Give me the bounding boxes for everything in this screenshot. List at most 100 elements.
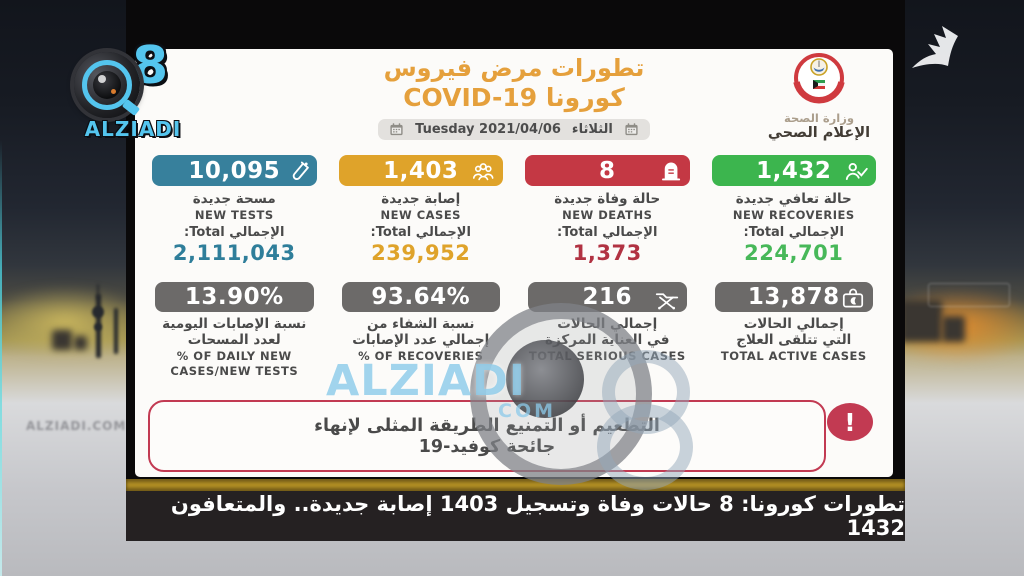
ministry-block: وزارة الصحة الإعلام الصحي: [753, 52, 885, 141]
date-english: Tuesday 2021/04/06: [415, 122, 561, 137]
building-blob-left-2: [74, 336, 87, 350]
stats-row-primary: 10,095 مسحة جديدة NEW TESTS الإجمالي Tot…: [141, 155, 887, 265]
stat-value: 1,403: [383, 157, 459, 184]
stat-pill: 13.90%: [155, 282, 314, 312]
bird-logo-icon: [912, 26, 958, 68]
channel-logo: 8 ALZIADI: [74, 36, 192, 144]
advisory-line1: التطعيم أو التمنيع الطريقة المثلى لإنهاء: [314, 415, 660, 436]
stat-value: 216: [582, 284, 632, 310]
stat-label-en: % OF DAILY NEW: [176, 349, 292, 363]
stat-value: 10,095: [188, 157, 281, 184]
calendar-icon: [390, 123, 403, 136]
tower-bulb-small: [94, 323, 102, 331]
stat-total-label: الإجمالي Total:: [557, 225, 658, 240]
stat-new-recoveries: 1,432 حالة تعافي جديدة NEW RECOVERIES ال…: [701, 155, 888, 265]
title-line2: كورونا COVID-19: [403, 83, 625, 112]
stat-serious-cases: 216 إجمالي الحالات في العناية المركزة TO…: [514, 282, 701, 378]
stat-total-value: 2,111,043: [172, 241, 296, 265]
stat-label-ar: إجمالي الحالات: [743, 316, 844, 332]
stat-label-en: TOTAL SERIOUS CASES: [528, 349, 686, 363]
stats-row-secondary: 13.90% نسبة الإصابات اليومية لعدد المسحا…: [141, 282, 887, 378]
gold-separator-bar: [126, 479, 905, 491]
stat-label-en: NEW TESTS: [194, 208, 274, 222]
stat-active-cases: 13,878 إجمالي الحالات التي تتلقى العلاج …: [701, 282, 888, 378]
stat-pill: 216: [528, 282, 687, 312]
camera-lens-glass: [93, 71, 121, 99]
stat-pill: 1,403: [338, 155, 503, 186]
title-line1: تطورات مرض فيروس: [383, 54, 645, 82]
stat-label-ar: حالة تعافي جديدة: [735, 191, 852, 207]
tower-spike: [97, 284, 99, 300]
tombstone-icon: [661, 162, 680, 181]
stat-total-label: الإجمالي Total:: [743, 225, 844, 240]
lens-orange-dot: [111, 89, 116, 94]
card-title: تطورات مرض فيروس كورونا COVID-19 Tuesday…: [361, 54, 667, 141]
stat-label-ar2: إجمالي عدد الإصابات: [352, 332, 490, 348]
stat-pill: 10,095: [152, 155, 317, 186]
tower-silhouette-2: [114, 308, 118, 354]
ministry-name: وزارة الصحة: [784, 111, 854, 125]
stat-total-label: الإجمالي Total:: [370, 225, 471, 240]
ministry-of-health-logo: [793, 53, 845, 104]
test-tube-icon: [292, 161, 309, 181]
calendar-icon: [625, 123, 638, 136]
stat-new-deaths: 8 حالة وفاة جديدة NEW DEATHS الإجمالي To…: [514, 155, 701, 265]
stat-value: 8: [598, 157, 616, 184]
stat-label-ar: نسبة الشفاء من: [366, 316, 475, 332]
infographic-card: تطورات مرض فيروس كورونا COVID-19 Tuesday…: [135, 49, 893, 477]
stat-pill: 13,878: [714, 282, 873, 312]
stat-label-ar: نسبة الإصابات اليومية: [162, 316, 307, 332]
channel-logo-q-tail: [121, 99, 141, 116]
stat-label-en: NEW RECOVERIES: [732, 208, 855, 222]
tower-bulb: [92, 306, 104, 318]
stat-label-ar: إجمالي الحالات: [557, 316, 658, 332]
advisory-box: التطعيم أو التمنيع الطريقة المثلى لإنهاء…: [148, 400, 826, 472]
news-ticker: تطورات كورونا: 8 حالات وفاة وتسجيل 1403 …: [126, 491, 905, 541]
stat-label-en: NEW CASES: [380, 208, 461, 222]
exclamation-icon: !: [827, 403, 873, 441]
stretcher-icon: [655, 293, 678, 310]
stat-label-en2: CASES/NEW TESTS: [170, 364, 299, 378]
stat-pill: 1,432: [711, 155, 876, 186]
stat-label-ar: إصابة جديدة: [381, 191, 461, 207]
medical-bag-icon: [842, 288, 864, 308]
person-check-icon: [845, 163, 868, 181]
stat-daily-positivity: 13.90% نسبة الإصابات اليومية لعدد المسحا…: [141, 282, 328, 378]
stat-value: 1,432: [756, 157, 832, 184]
stat-value: 93.64%: [371, 284, 471, 310]
people-icon: [472, 163, 494, 181]
stat-total-value: 1,373: [572, 241, 642, 265]
stat-value: 13,878: [747, 284, 840, 310]
stat-label-en: TOTAL ACTIVE CASES: [720, 349, 867, 363]
channel-name: ALZIADI: [84, 117, 182, 141]
background-watermark-text: ALZIADI.COM: [26, 419, 127, 433]
stat-total-value: 239,952: [371, 241, 471, 265]
stat-label-en: NEW DEATHS: [562, 208, 653, 222]
stat-label-en: % OF RECOVERIES: [358, 349, 484, 363]
stat-total-value: 224,701: [744, 241, 844, 265]
stat-label-ar2: لعدد المسحات: [187, 332, 281, 348]
ticker-text: تطورات كورونا: 8 حالات وفاة وتسجيل 1403 …: [170, 492, 905, 540]
stat-total-label: الإجمالي Total:: [184, 225, 285, 240]
stat-label-ar2: التي تتلقى العلاج: [736, 332, 852, 348]
building-blob-right-2: [942, 316, 965, 342]
date-pill: Tuesday 2021/04/06 الثلاثاء: [378, 119, 650, 140]
blurred-sign: [928, 283, 1010, 307]
advisory-line2: جائحة كوفيد-19: [418, 436, 556, 457]
stat-label-ar2: في العناية المركزة: [545, 332, 670, 348]
cyan-edge-line: [0, 140, 2, 576]
ministry-dept: الإعلام الصحي: [767, 125, 871, 141]
stat-label-ar: مسحة جديدة: [192, 191, 276, 207]
building-blob-right: [900, 300, 942, 342]
stat-new-tests: 10,095 مسحة جديدة NEW TESTS الإجمالي Tot…: [141, 155, 328, 265]
building-blob-left: [52, 330, 72, 350]
stat-new-cases: 1,403 إصابة جديدة NEW CASES الإجمالي Tot…: [328, 155, 515, 265]
date-arabic: الثلاثاء: [571, 122, 613, 137]
stat-label-ar: حالة وفاة جديدة: [554, 191, 661, 207]
channel-logo-q-ring: [82, 60, 132, 110]
stat-pill: 93.64%: [341, 282, 500, 312]
stat-recovery-rate: 93.64% نسبة الشفاء من إجمالي عدد الإصابا…: [328, 282, 515, 378]
stat-value: 13.90%: [184, 284, 284, 310]
lens-glint: [98, 75, 106, 83]
